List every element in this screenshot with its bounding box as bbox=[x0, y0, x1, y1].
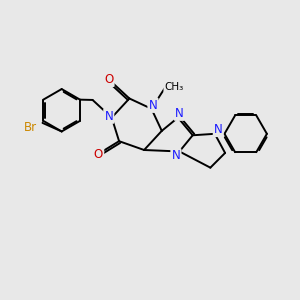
Text: Br: Br bbox=[24, 121, 37, 134]
Text: CH₃: CH₃ bbox=[164, 82, 184, 92]
Text: N: N bbox=[148, 99, 157, 112]
Text: O: O bbox=[94, 148, 103, 161]
Text: N: N bbox=[104, 110, 113, 123]
Text: N: N bbox=[172, 149, 180, 162]
Text: N: N bbox=[175, 107, 184, 120]
Text: O: O bbox=[104, 73, 113, 86]
Text: N: N bbox=[214, 123, 223, 136]
